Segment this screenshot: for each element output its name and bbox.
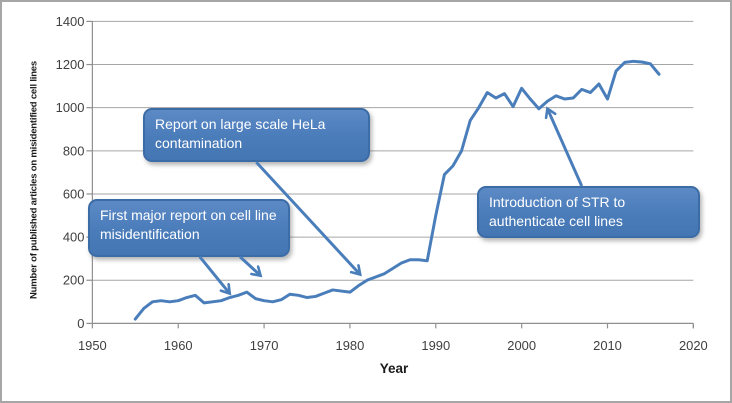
- y-axis-title: Number of published articles on misident…: [28, 61, 40, 299]
- x-tick-label: 1950: [78, 338, 107, 353]
- y-tick-label: 400: [63, 230, 85, 245]
- data-line: [133, 59, 661, 321]
- x-tick-label: 2000: [507, 338, 536, 353]
- x-tick-label: 1970: [250, 338, 279, 353]
- x-tick-label: 2010: [593, 338, 622, 353]
- y-tick-label: 0: [77, 316, 84, 331]
- x-tick-label: 1960: [164, 338, 193, 353]
- annotation-text: First major report on cell line misident…: [100, 207, 277, 242]
- annotation-box-str-introduction: Introduction of STR to authenticate cell…: [477, 186, 700, 238]
- y-tick-label: 600: [63, 186, 85, 201]
- x-tick-label: 2020: [679, 338, 708, 353]
- y-tick-label: 800: [63, 143, 85, 158]
- x-tick-label: 1980: [336, 338, 365, 353]
- annotation-box-hela-contamination: Report on large scale HeLa contamination: [143, 108, 370, 162]
- y-tick-label: 200: [63, 273, 85, 288]
- annotation-box-first-report: First major report on cell line misident…: [88, 199, 290, 257]
- y-tick-label: 1200: [56, 57, 85, 72]
- annotation-text: Report on large scale HeLa contamination: [155, 116, 326, 151]
- annotation-text: Introduction of STR to authenticate cell…: [489, 194, 626, 229]
- y-tick-label: 1400: [56, 14, 85, 29]
- y-tick-label: 1000: [56, 100, 85, 115]
- x-axis-title: Year: [379, 361, 409, 376]
- x-tick-label: 1990: [421, 338, 450, 353]
